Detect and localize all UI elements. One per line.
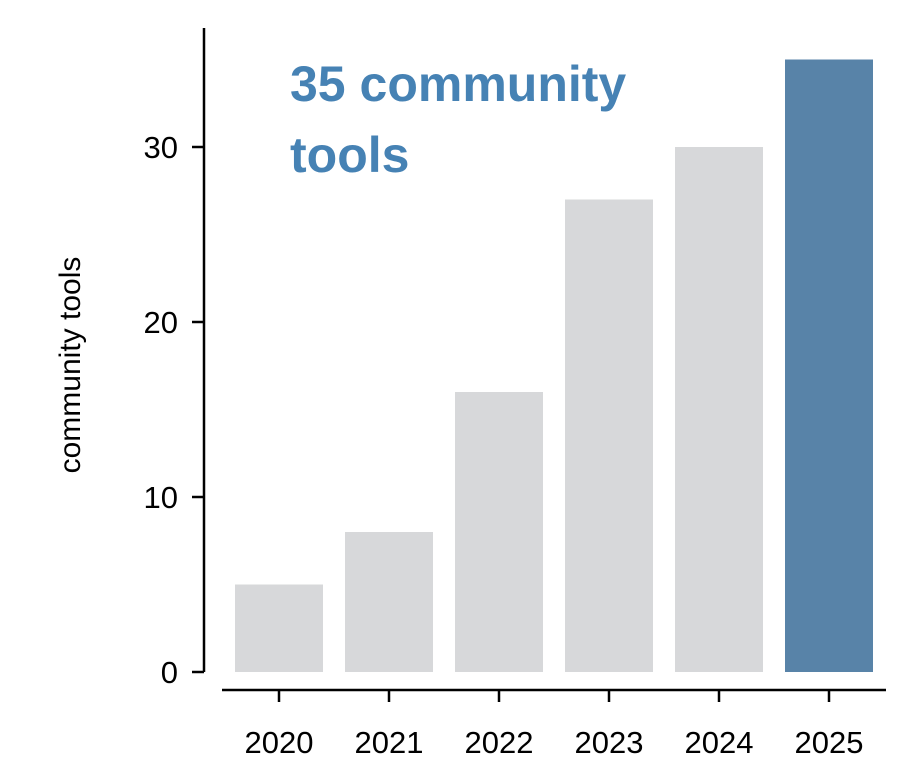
bar-2025: [785, 59, 873, 672]
y-axis-label: community tools: [54, 257, 87, 474]
bar-2022: [455, 392, 543, 672]
bars: [235, 59, 873, 672]
x-tick-label: 2025: [795, 725, 864, 760]
y-tick-label: 30: [144, 130, 178, 165]
x-ticks: 2020 2021 2022 2023 2024 2025: [245, 690, 864, 760]
x-tick-label: 2022: [465, 725, 534, 760]
bar-2020: [235, 584, 323, 672]
annotation-line-1: 35 community: [290, 56, 626, 112]
x-tick-label: 2020: [245, 725, 314, 760]
y-ticks: 0 10 20 30: [144, 130, 204, 690]
bar-2021: [345, 532, 433, 672]
annotation: 35 community tools: [290, 56, 640, 183]
bar-2024: [675, 147, 763, 672]
y-tick-label: 10: [144, 480, 178, 515]
annotation-line-2: tools: [290, 127, 409, 183]
x-tick-label: 2024: [685, 725, 754, 760]
y-tick-label: 0: [161, 655, 178, 690]
y-tick-label: 20: [144, 305, 178, 340]
bar-2023: [565, 199, 653, 672]
x-tick-label: 2021: [355, 725, 424, 760]
x-tick-label: 2023: [575, 725, 644, 760]
